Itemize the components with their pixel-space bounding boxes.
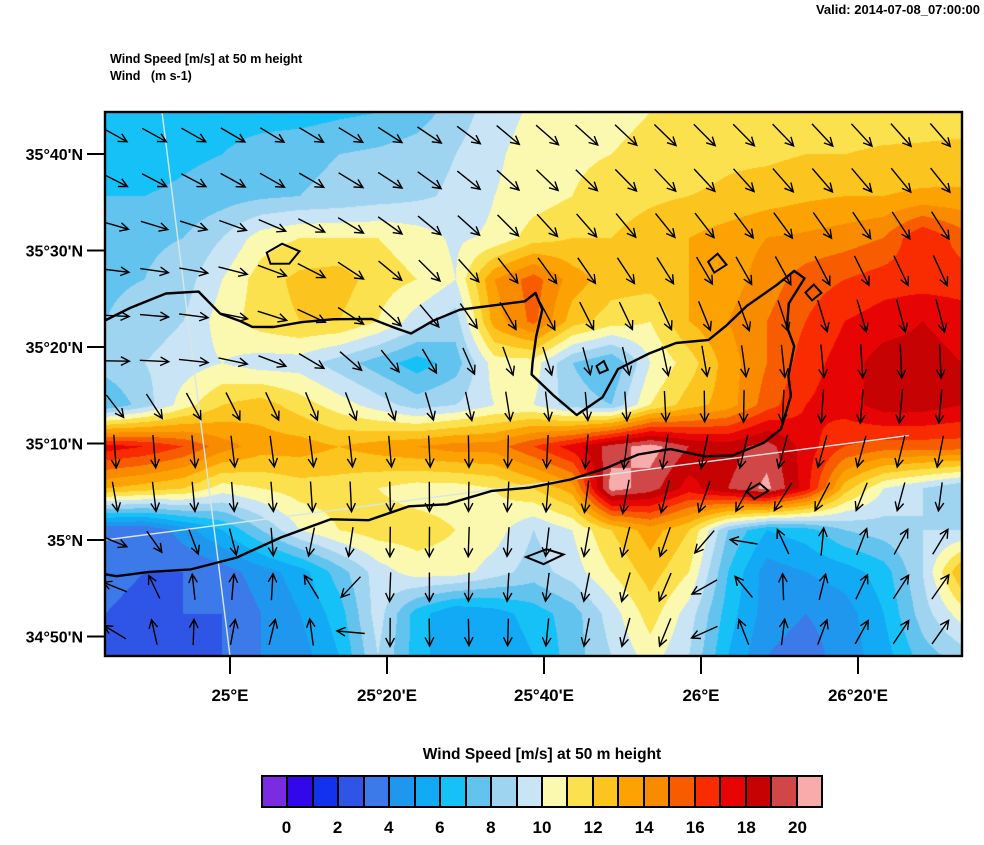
colorbar-tick-label: 20 [787,818,807,837]
lat-tick-label: 34°50'N [26,630,83,647]
lat-tick-label: 35°10'N [26,436,83,453]
colorbar-cell [439,777,465,806]
colorbar-cell [642,777,669,806]
colorbar-cell [464,777,491,806]
lat-tick-label: 35°N [47,533,83,550]
plot-title-line1: Wind Speed [m/s] at 50 m height [110,52,303,66]
colorbar-cell [795,777,821,806]
colorbar-cell [668,777,694,806]
colorbar-cell [719,777,745,806]
lat-tick-label: 35°40'N [26,147,83,164]
colorbar-cell [591,777,618,806]
colorbar-cell [744,777,771,806]
colorbar-cell [337,777,363,806]
colorbar-cell [566,777,592,806]
lat-tick-label: 35°30'N [26,244,83,261]
colorbar-cell [263,777,287,806]
colorbar-tick-label: 16 [685,818,705,837]
colorbar-cell [617,777,643,806]
colorbar-tick-label: 2 [332,818,343,837]
colorbar-tick-label: 10 [532,818,552,837]
colorbar-cell [311,777,338,806]
colorbar-tick-label: 14 [634,818,654,837]
plot-title-line2: Wind (m s-1) [110,69,192,83]
wind-field-canvas [105,112,962,656]
colorbar-tick-label: 12 [583,818,603,837]
colorbar-cell [515,777,541,806]
colorbar-tick-label: 18 [736,818,756,837]
lon-tick-label: 26°E [682,686,719,705]
lat-tick-label: 35°20'N [26,340,83,357]
colorbar-cell [362,777,389,806]
colorbar-tick-label: 0 [281,818,292,837]
colorbar-title: Wind Speed [m/s] at 50 m height [422,746,662,763]
lon-tick-label: 26°20'E [828,686,888,705]
valid-time-label: Valid: 2014-07-08_07:00:00 [815,2,980,17]
colorbar-cell [413,777,440,806]
colorbar-cell [490,777,516,806]
colorbar-tick-label: 8 [486,818,496,837]
colorbar-tick-label: 4 [383,818,394,837]
lon-tick-label: 25°40'E [514,686,574,705]
colorbar [261,775,823,808]
colorbar-cell [388,777,414,806]
lon-tick-label: 25°E [211,686,248,705]
colorbar-tick-label: 6 [435,818,445,837]
colorbar-cell [693,777,720,806]
lon-tick-label: 25°20'E [357,686,417,705]
colorbar-cell [770,777,796,806]
colorbar-cell [540,777,567,806]
colorbar-cell [286,777,312,806]
